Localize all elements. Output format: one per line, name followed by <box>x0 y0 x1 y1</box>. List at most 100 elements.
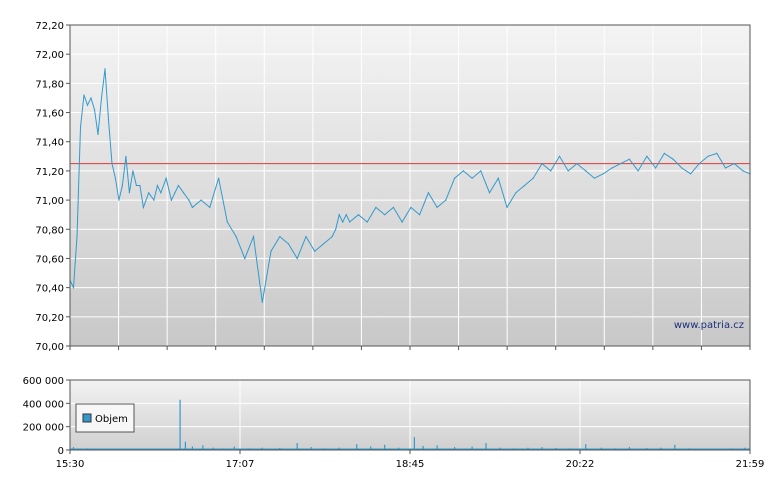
price-point <box>663 152 665 154</box>
price-point <box>488 192 491 194</box>
price-point <box>244 257 246 260</box>
price-point <box>139 184 141 187</box>
price-panel: 70,00 70,20 70,40 70,60 70,80 71,00 71,20 71,40… <box>35 21 751 353</box>
price-point <box>132 170 134 172</box>
price-point <box>331 236 333 238</box>
price-point <box>93 109 96 111</box>
price-point <box>375 206 377 208</box>
price-series-line <box>69 68 751 303</box>
price-point <box>148 192 150 194</box>
volume-x-tick-label: 17:07 <box>226 459 255 470</box>
price-point <box>401 221 403 223</box>
price-point <box>165 177 167 179</box>
price-point <box>445 199 447 201</box>
price-y-tick-label: 72,20 <box>35 21 64 32</box>
price-point <box>86 104 89 106</box>
price-point <box>515 192 517 194</box>
price-point <box>79 126 82 128</box>
price-point <box>338 214 340 216</box>
price-point <box>436 206 438 208</box>
volume-y-tick-label: 400 000 <box>23 399 64 410</box>
price-point <box>637 170 639 172</box>
price-y-axis: 70,00 70,20 70,40 70,60 70,80 71,00 71,20 71,40… <box>35 21 70 353</box>
price-point <box>349 221 351 223</box>
price-point <box>707 155 709 157</box>
price-point <box>209 206 211 208</box>
price-point <box>170 199 172 201</box>
price-point <box>558 155 561 157</box>
price-point <box>90 97 92 99</box>
price-point <box>261 301 263 303</box>
price-point <box>156 184 158 187</box>
price-point <box>628 158 631 160</box>
price-point <box>76 236 78 238</box>
price-points <box>69 68 751 303</box>
price-gridlines <box>70 24 750 347</box>
price-y-tick-label: 71,20 <box>35 167 64 178</box>
price-point <box>200 199 202 201</box>
price-point <box>83 94 85 96</box>
price-point <box>576 163 578 165</box>
volume-legend: Objem <box>75 403 135 433</box>
price-y-tick-label: 71,80 <box>35 79 64 90</box>
price-point <box>135 184 137 187</box>
price-point <box>111 163 113 165</box>
price-y-tick-label: 72,00 <box>35 50 64 61</box>
price-point <box>142 206 144 208</box>
price-point <box>270 250 272 252</box>
volume-x-axis: 15:30 17:07 18:45 20:22 21:59 <box>56 450 764 470</box>
price-plot-frame <box>69 24 751 347</box>
volume-y-tick-label: 200 000 <box>23 423 64 434</box>
price-point <box>454 177 456 179</box>
price-point <box>384 214 386 216</box>
price-point <box>410 206 412 208</box>
price-point <box>462 170 464 172</box>
price-y-tick-label: 70,40 <box>35 284 64 295</box>
legend-swatch <box>82 413 92 423</box>
price-y-tick-label: 70,20 <box>35 313 64 324</box>
price-point <box>153 199 155 201</box>
price-point <box>471 177 473 179</box>
legend-label: Objem <box>95 414 128 425</box>
price-point <box>125 155 127 157</box>
price-point <box>107 119 110 121</box>
price-point <box>698 163 700 165</box>
volume-y-axis: 0 200 000 400 000 600 000 <box>23 376 70 457</box>
price-point <box>226 221 228 223</box>
price-y-tick-label: 70,60 <box>35 254 64 265</box>
price-x-ticks <box>69 346 751 350</box>
price-point <box>322 243 325 245</box>
price-point <box>392 206 394 208</box>
price-point <box>191 206 193 208</box>
price-y-tick-label: 70,00 <box>35 342 64 353</box>
price-point <box>345 214 347 216</box>
price-point <box>366 221 368 223</box>
price-point <box>174 192 176 194</box>
price-point <box>342 221 344 223</box>
price-point <box>128 192 130 194</box>
price-point <box>296 257 298 260</box>
price-point <box>716 152 718 154</box>
price-point <box>655 167 657 169</box>
price-point <box>724 167 727 169</box>
price-point <box>121 184 123 187</box>
price-point <box>593 177 596 179</box>
price-point <box>733 163 735 165</box>
price-point <box>160 192 162 194</box>
price-point <box>97 133 99 135</box>
price-point <box>550 170 552 172</box>
volume-y-tick-label: 600 000 <box>23 376 64 387</box>
price-point <box>419 214 421 216</box>
volume-x-tick-label: 18:45 <box>396 459 425 470</box>
price-point <box>357 214 359 216</box>
price-point <box>177 184 179 187</box>
price-point <box>427 192 429 194</box>
volume-x-tick-label: 20:22 <box>566 459 595 470</box>
price-point <box>118 199 120 201</box>
watermark: www.patria.cz <box>674 320 744 331</box>
price-y-tick-label: 70,80 <box>35 225 64 236</box>
price-point <box>287 243 290 245</box>
price-point <box>218 177 220 179</box>
price-point <box>104 68 106 70</box>
